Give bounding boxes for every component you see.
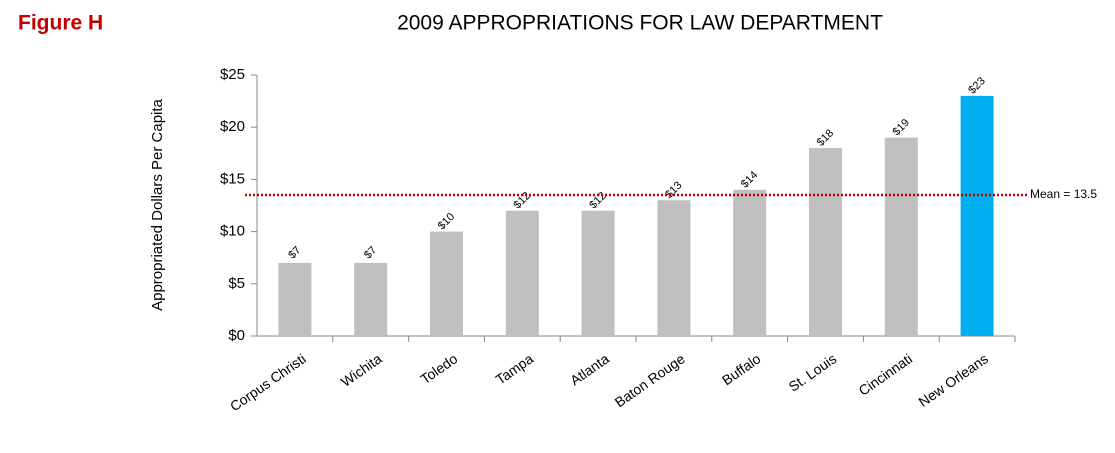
y-axis-label: Appropriated Dollars Per Capita <box>149 98 166 310</box>
x-tick-label: Toledo <box>417 350 460 387</box>
value-label: $7 <box>362 244 379 261</box>
y-tick-label: $20 <box>220 118 245 135</box>
bar <box>505 210 539 336</box>
x-tick-label: Atlanta <box>567 350 612 388</box>
x-tick-label: Tampa <box>493 350 537 387</box>
y-tick-label: $5 <box>228 275 245 292</box>
value-label: $18 <box>815 127 836 148</box>
x-tick-label: New Orleans <box>915 350 990 410</box>
x-tick-label: Baton Rouge <box>612 350 688 410</box>
value-label: $12 <box>512 190 533 211</box>
x-tick-label: Cincinnati <box>856 350 916 398</box>
y-tick-label: $25 <box>220 66 245 83</box>
figure-label: Figure H <box>18 12 103 35</box>
bar <box>657 200 691 336</box>
x-tick-label: Buffalo <box>719 350 764 388</box>
value-label: $7 <box>286 244 303 261</box>
value-label: $23 <box>966 75 987 96</box>
x-tick-label: Corpus Christi <box>227 350 309 414</box>
value-label: $13 <box>663 179 684 200</box>
bar <box>884 137 918 336</box>
y-tick-label: $0 <box>228 327 245 344</box>
value-label: $10 <box>436 211 457 232</box>
y-tick-label: $10 <box>220 223 245 240</box>
value-label: $19 <box>891 117 912 138</box>
chart-title: 2009 APPROPRIATIONS FOR LAW DEPARTMENT <box>397 12 883 35</box>
bar <box>430 231 463 336</box>
y-tick-label: $15 <box>220 170 245 187</box>
bar <box>581 210 615 336</box>
x-tick-label: St. Louis <box>786 350 840 394</box>
value-label: $14 <box>739 169 760 190</box>
bar <box>809 148 842 336</box>
bar <box>354 262 388 336</box>
mean-label: Mean = 13.5 <box>1030 187 1097 201</box>
value-label: $12 <box>587 190 608 211</box>
bar <box>733 189 767 336</box>
x-tick-label: Wichita <box>338 350 385 390</box>
bar <box>278 262 312 336</box>
bar <box>960 95 994 336</box>
